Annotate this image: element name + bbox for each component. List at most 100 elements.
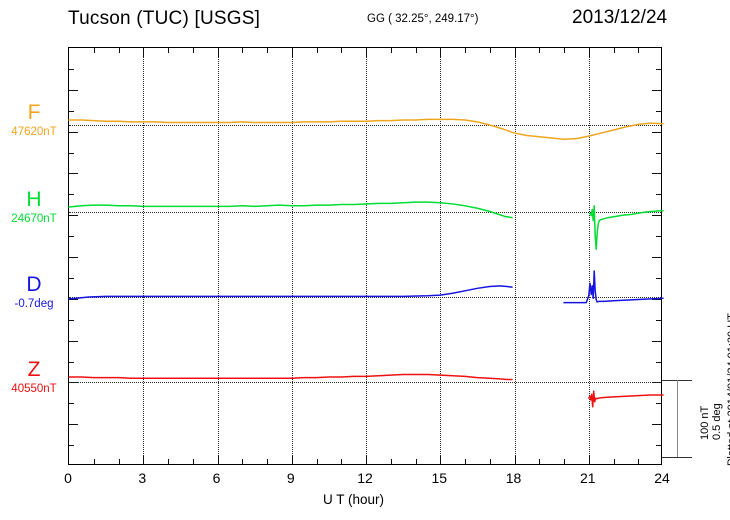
y-axis-tick xyxy=(69,403,74,405)
y-axis-tick xyxy=(69,89,78,91)
x-axis-tick-label: 3 xyxy=(138,470,147,486)
x-axis-tick-top xyxy=(143,48,145,57)
y-axis-tick xyxy=(69,298,78,300)
component-label-d: D -0.7deg xyxy=(2,274,66,311)
gridline-vertical xyxy=(588,48,590,464)
x-axis-tick xyxy=(143,455,145,464)
x-axis-title: U T (hour) xyxy=(323,492,385,507)
trace-z-segment-1 xyxy=(588,390,664,408)
x-axis-tick xyxy=(242,459,244,464)
x-axis-tick-label: 12 xyxy=(357,470,373,486)
component-baseline-value-d: -0.7deg xyxy=(14,298,54,310)
y-axis-tick-right xyxy=(652,424,661,426)
x-axis-tick-top xyxy=(366,48,367,57)
x-axis-tick-label: 24 xyxy=(654,470,670,486)
x-axis-tick-label: 9 xyxy=(286,470,295,486)
trace-z-segment-0 xyxy=(68,373,513,381)
component-symbol-z: Z xyxy=(27,358,41,381)
x-axis-tick xyxy=(588,455,590,464)
component-label-f: F 47620nT xyxy=(2,102,66,139)
gridline-vertical xyxy=(440,48,442,464)
x-axis-tick-top xyxy=(514,48,516,57)
x-axis-tick xyxy=(291,455,293,464)
y-axis-tick xyxy=(69,361,74,363)
y-axis-tick xyxy=(69,215,78,217)
y-axis-tick xyxy=(69,236,74,238)
x-axis-tick-top xyxy=(93,48,95,53)
scale-deg-label: 0.5 deg xyxy=(711,403,723,440)
x-axis-tick-top xyxy=(390,48,392,53)
baseline-f xyxy=(69,125,661,126)
scale-bar-bottom-cap xyxy=(662,457,692,458)
y-axis-tick xyxy=(69,110,74,112)
y-axis-tick-right xyxy=(656,152,661,154)
y-axis-tick-right xyxy=(652,257,661,258)
component-symbol-f: F xyxy=(27,101,41,124)
x-axis-tick-top xyxy=(118,48,120,53)
x-axis-tick xyxy=(638,459,640,464)
y-axis-tick-right xyxy=(652,173,661,175)
y-axis-tick xyxy=(69,445,74,447)
y-axis-tick-right xyxy=(656,236,661,238)
y-axis-tick xyxy=(69,340,78,342)
x-axis-tick-label: 6 xyxy=(212,470,221,486)
y-axis-tick xyxy=(69,152,74,154)
y-axis-tick-right xyxy=(656,194,661,196)
x-axis-tick xyxy=(465,459,466,464)
x-axis-tick xyxy=(118,459,120,464)
y-axis-tick xyxy=(69,257,78,258)
y-axis-tick-right xyxy=(652,89,661,91)
plot-area xyxy=(68,47,664,465)
x-axis-tick-label: 21 xyxy=(579,470,596,486)
x-axis-tick-top xyxy=(588,48,590,57)
x-axis-tick-top xyxy=(217,48,219,57)
observation-date: 2013/12/24 xyxy=(572,7,668,28)
trace-h-segment-0 xyxy=(68,201,513,219)
x-axis-tick-label: 0 xyxy=(64,470,72,486)
y-axis-tick-right xyxy=(656,110,661,112)
y-axis-tick xyxy=(69,131,78,133)
y-axis-tick-right xyxy=(656,319,661,321)
x-axis-tick xyxy=(564,459,565,464)
y-axis-tick xyxy=(69,424,78,426)
x-axis-tick-top xyxy=(341,48,343,53)
x-axis-tick-top xyxy=(316,48,318,53)
gridline-vertical xyxy=(217,48,219,464)
x-axis-tick xyxy=(267,459,268,464)
x-axis-tick xyxy=(415,459,417,464)
x-axis-tick-top xyxy=(242,48,244,53)
x-axis-tick-top xyxy=(440,48,442,57)
gridline-vertical xyxy=(514,48,516,464)
trace-d-segment-1 xyxy=(563,270,664,304)
baseline-z xyxy=(69,382,661,383)
gridline-vertical xyxy=(143,48,145,464)
y-axis-tick xyxy=(69,68,74,70)
x-axis-tick-top xyxy=(465,48,466,53)
x-axis-tick xyxy=(192,459,194,464)
x-axis-tick-top xyxy=(613,48,615,53)
x-axis-tick xyxy=(539,459,541,464)
component-label-z: Z 40550nT xyxy=(2,359,66,396)
component-symbol-d: D xyxy=(26,273,42,296)
x-axis-tick xyxy=(366,455,367,464)
y-axis-tick-right xyxy=(656,445,661,447)
component-symbol-h: H xyxy=(26,188,42,211)
trace-f-segment-0 xyxy=(68,118,664,141)
x-axis-tick xyxy=(93,459,95,464)
station-title: Tucson (TUC) [USGS] xyxy=(68,8,261,29)
baseline-h xyxy=(69,212,661,213)
component-label-h: H 24670nT xyxy=(2,189,66,226)
x-axis-tick-top xyxy=(291,48,293,57)
trace-d-segment-0 xyxy=(68,285,513,300)
y-axis-tick xyxy=(69,173,78,175)
x-axis-tick xyxy=(168,459,169,464)
y-axis-tick xyxy=(69,194,74,196)
y-axis-tick-right xyxy=(656,68,661,70)
x-axis-tick-top xyxy=(539,48,541,53)
x-axis-tick xyxy=(390,459,392,464)
component-baseline-value-z: 40550nT xyxy=(11,383,57,395)
x-axis-tick-top xyxy=(489,48,491,53)
x-axis-tick-label: 18 xyxy=(505,470,522,486)
gridline-vertical xyxy=(291,48,293,464)
